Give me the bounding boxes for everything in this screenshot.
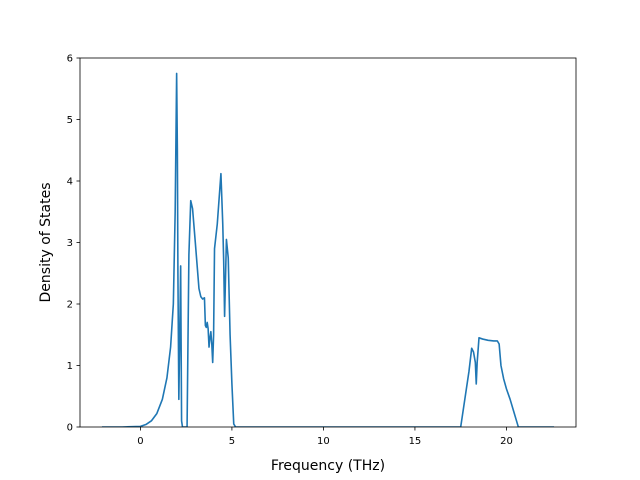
x-tick-label: 15 — [409, 436, 422, 447]
dos-series-line — [101, 72, 555, 427]
y-tick-label: 5 — [67, 115, 73, 126]
plot-layer — [101, 72, 555, 427]
y-tick-label: 1 — [67, 361, 73, 372]
y-tick-label: 3 — [67, 238, 73, 249]
y-tick-label: 0 — [67, 423, 73, 434]
y-tick-label: 2 — [67, 300, 73, 311]
y-tick-label: 4 — [67, 177, 73, 188]
x-tick-label: 5 — [229, 436, 235, 447]
x-tick-label: 10 — [317, 436, 330, 447]
y-axis-label: Density of States — [38, 183, 54, 303]
y-tick-label: 6 — [67, 54, 73, 65]
axes-frame — [79, 57, 577, 428]
x-tick-label: 20 — [500, 436, 513, 447]
x-tick-label: 0 — [137, 436, 143, 447]
x-axis-label: Frequency (THz) — [271, 458, 385, 474]
ticks-layer: 0 5 10 15 20 0 1 2 3 4 5 6 — [67, 54, 513, 447]
